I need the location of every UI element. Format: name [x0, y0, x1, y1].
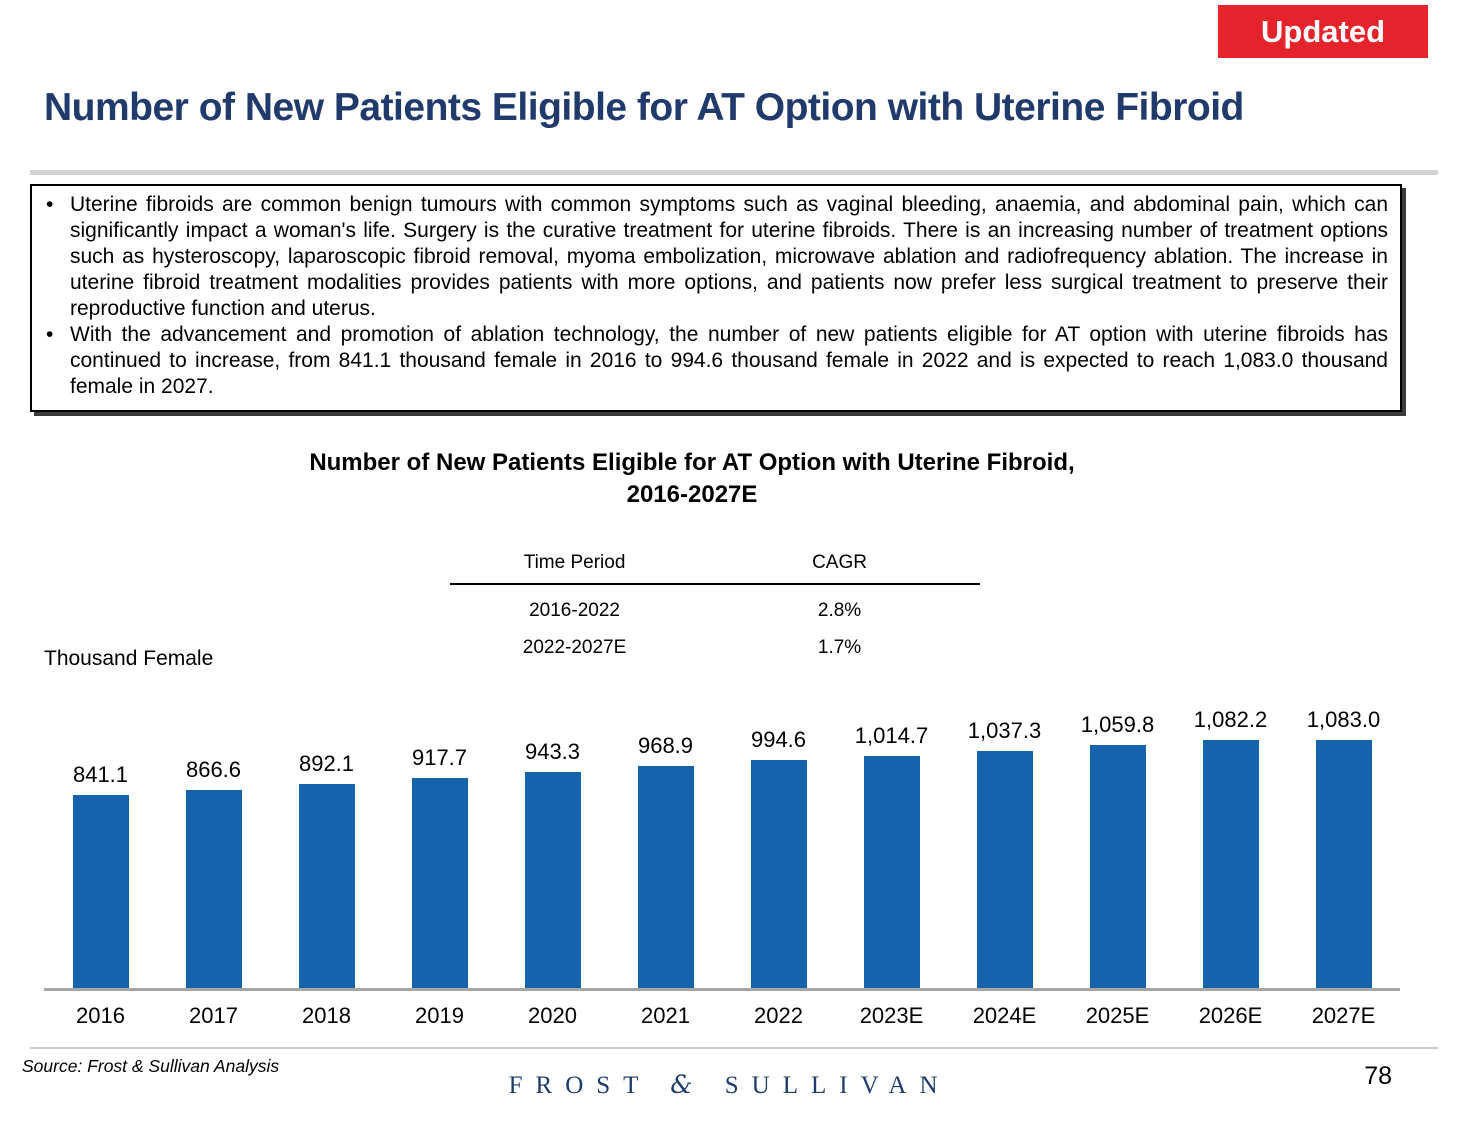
bar-column: 1,059.8	[1061, 676, 1174, 988]
bar-column: 1,083.0	[1287, 676, 1400, 988]
bar	[750, 760, 807, 988]
bar-column: 866.6	[157, 676, 270, 988]
bar-column: 1,037.3	[948, 676, 1061, 988]
chart-title-line2: 2016-2027E	[626, 481, 758, 508]
logo-sullivan: SULLIVAN	[724, 1072, 951, 1099]
bar-column: 917.7	[383, 676, 496, 988]
title-divider	[30, 170, 1438, 175]
bar	[976, 750, 1033, 988]
x-axis-line	[44, 988, 1400, 991]
x-axis-label: 2023E	[859, 1003, 924, 1028]
cagr-table-header-row: Time Period CAGR	[450, 552, 980, 585]
x-axis-label: 2016	[76, 1003, 125, 1028]
bar-value-label: 1,082.2	[1193, 707, 1268, 733]
bar-value-label: 917.7	[411, 744, 468, 770]
summary-bullet: Uterine fibroids are common benign tumou…	[40, 192, 1388, 322]
cagr-value-cell: 1.7%	[817, 637, 862, 658]
summary-text-box: Uterine fibroids are common benign tumou…	[30, 184, 1402, 412]
bars-row: 841.1 866.6 892.1 917.7 943.3 968.9 994.6 1,014…	[44, 676, 1400, 988]
bar	[411, 777, 468, 988]
x-axis-label: 2024E	[972, 1003, 1037, 1028]
bar-value-label: 968.9	[637, 733, 694, 759]
bar	[72, 795, 129, 988]
bar-column: 943.3	[496, 676, 609, 988]
frost-sullivan-logo: FROST & SULLIVAN	[509, 1070, 951, 1100]
x-axis-label: 2021	[641, 1003, 690, 1028]
bar-value-label: 1,059.8	[1080, 712, 1155, 738]
cagr-period-cell: 2022-2027E	[522, 637, 627, 658]
axis-labels-row: 2016 2017 2018 2019 2020 2021 2022 2023E 2024E 20…	[44, 1003, 1400, 1029]
updated-badge: Updated	[1218, 5, 1428, 58]
cagr-table-row: 2016-2022 2.8%	[450, 585, 980, 622]
y-axis-unit-label: Thousand Female	[44, 647, 214, 670]
bar	[298, 783, 355, 988]
bar-chart: 841.1 866.6 892.1 917.7 943.3 968.9 994.6 1,014…	[44, 676, 1400, 1029]
bar	[1202, 740, 1259, 988]
bar	[863, 755, 920, 988]
chart-title-line1: Number of New Patients Eligible for AT O…	[309, 449, 1075, 476]
cagr-table-body: 2016-2022 2.8% 2022-2027E 1.7%	[450, 585, 980, 659]
bar-value-label: 1,014.7	[854, 722, 929, 748]
cagr-header-time-period: Time Period	[523, 552, 626, 573]
x-axis-label: 2020	[528, 1003, 577, 1028]
bar-column: 968.9	[609, 676, 722, 988]
x-axis-label: 2026E	[1198, 1003, 1263, 1028]
summary-bullet: With the advancement and promotion of ab…	[40, 322, 1388, 400]
bar-value-label: 841.1	[72, 762, 129, 788]
source-note: Source: Frost & Sullivan Analysis	[22, 1056, 280, 1076]
bar-value-label: 994.6	[750, 727, 807, 753]
cagr-header-cagr: CAGR	[812, 552, 867, 573]
bar	[1315, 740, 1372, 988]
cagr-value-cell: 2.8%	[817, 600, 862, 621]
x-axis-label: 2019	[415, 1003, 464, 1028]
bar	[185, 789, 242, 988]
x-axis-label: 2025E	[1085, 1003, 1150, 1028]
bar-value-label: 943.3	[524, 739, 581, 764]
bar-column: 892.1	[270, 676, 383, 988]
page-number: 78	[1364, 1062, 1392, 1090]
x-axis-label: 2017	[189, 1003, 238, 1028]
summary-bullet-list: Uterine fibroids are common benign tumou…	[40, 192, 1388, 400]
bar-column: 841.1	[44, 676, 157, 988]
bar	[637, 766, 694, 988]
bar-value-label: 866.6	[185, 756, 242, 782]
cagr-table-row: 2022-2027E 1.7%	[450, 622, 980, 659]
page-title: Number of New Patients Eligible for AT O…	[44, 86, 1244, 129]
x-axis-label: 2027E	[1311, 1003, 1376, 1028]
bar-value-label: 1,083.0	[1306, 707, 1381, 732]
bar-column: 1,082.2	[1174, 676, 1287, 988]
cagr-table: Time Period CAGR 2016-2022 2.8% 2022-202…	[450, 552, 980, 659]
x-axis-label: 2022	[754, 1003, 803, 1028]
logo-frost: FROST	[508, 1072, 651, 1099]
bar-column: 1,014.7	[835, 676, 948, 988]
cagr-period-cell: 2016-2022	[529, 600, 620, 621]
logo-ampersand: &	[670, 1070, 706, 1099]
bar	[1089, 745, 1146, 988]
bar	[524, 772, 581, 988]
updated-badge-label: Updated	[1261, 13, 1385, 49]
bar-column: 994.6	[722, 676, 835, 988]
chart-title: Number of New Patients Eligible for AT O…	[0, 447, 1384, 511]
x-axis-label: 2018	[302, 1003, 351, 1028]
bar-value-label: 1,037.3	[967, 717, 1042, 743]
footer-divider	[30, 1047, 1438, 1049]
bar-value-label: 892.1	[298, 750, 355, 776]
